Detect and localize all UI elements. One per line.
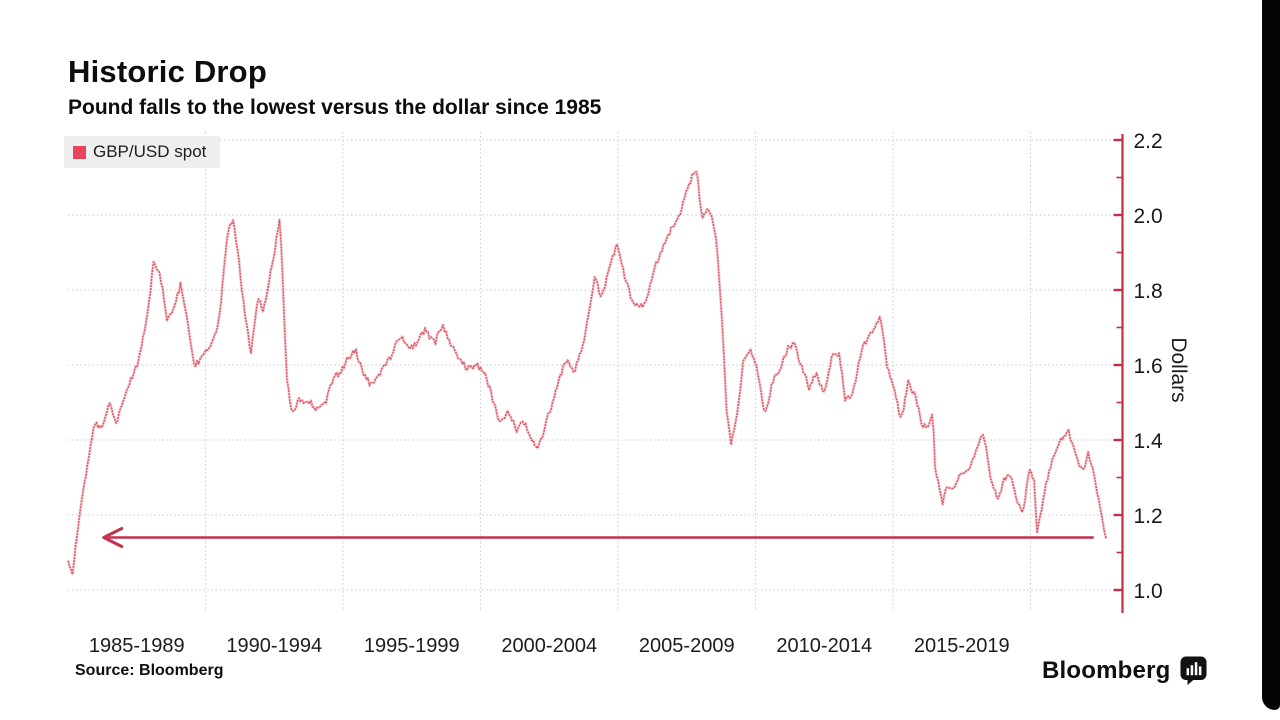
y-tick-label: 1.8 [1134, 280, 1163, 303]
bloomberg-wordmark: Bloomberg [1042, 657, 1171, 684]
y-tick-label: 1.6 [1134, 355, 1163, 378]
x-tick-label: 1985-1989 [89, 635, 185, 657]
series-line-halo [66, 170, 1108, 576]
y-tick-label: 1.4 [1134, 430, 1164, 453]
legend-label: GBP/USD spot [93, 142, 207, 161]
y-tick-label: 1.0 [1134, 580, 1163, 603]
bloomberg-brand: Bloomberg [1042, 656, 1208, 686]
x-tick-label: 1990-1994 [226, 635, 322, 657]
bloomberg-logo-icon [1180, 656, 1207, 685]
x-tick-label: 2010-2014 [776, 635, 872, 657]
level-arrow-head [102, 527, 124, 548]
legend-swatch [73, 145, 86, 159]
x-tick-label: 1995-1999 [364, 635, 460, 657]
chart-subtitle: Pound falls to the lowest versus the dol… [68, 96, 602, 119]
legend: GBP/USD spot [64, 136, 221, 168]
y-tick-label: 2.0 [1134, 205, 1163, 228]
series-line [67, 171, 1107, 576]
y-axis-title: Dollars [1167, 337, 1190, 402]
x-tick-label: 2000-2004 [501, 635, 597, 657]
y-tick-label: 2.2 [1134, 130, 1163, 153]
x-tick-label: 2005-2009 [639, 635, 735, 657]
y-tick-label: 1.2 [1134, 505, 1163, 528]
chart-title: Historic Drop [68, 54, 267, 89]
right-edge-letterbox [1262, 0, 1280, 710]
source-note: Source: Bloomberg [75, 662, 224, 679]
x-tick-label: 2015-2019 [914, 635, 1010, 657]
